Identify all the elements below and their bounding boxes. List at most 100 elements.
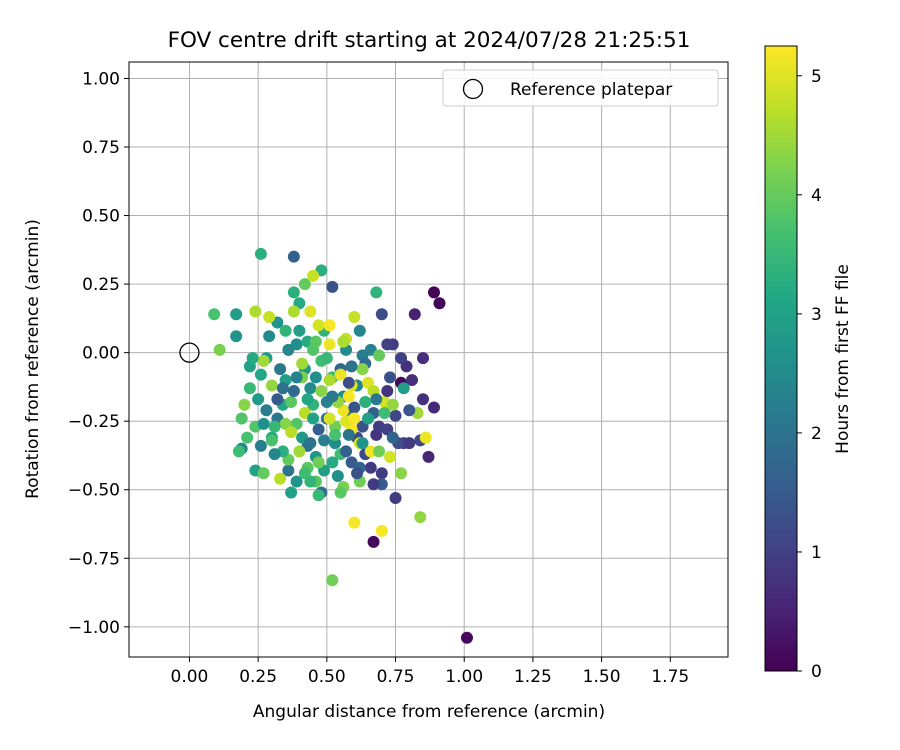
data-point	[265, 434, 278, 447]
data-point	[348, 412, 361, 425]
data-point	[375, 478, 388, 491]
data-point	[287, 286, 300, 299]
data-point	[213, 343, 226, 356]
data-point	[389, 491, 402, 504]
data-point	[389, 409, 402, 422]
data-point	[252, 393, 265, 406]
data-point	[312, 319, 325, 332]
data-point	[285, 426, 298, 439]
x-axis-label: Angular distance from reference (arcmin)	[253, 702, 605, 722]
legend: Reference platepar	[442, 69, 719, 107]
data-point	[408, 308, 421, 321]
data-point	[287, 305, 300, 318]
colorbar-label: Hours from first FF file	[833, 264, 853, 454]
data-point	[290, 475, 303, 488]
data-point	[353, 324, 366, 337]
data-point	[254, 368, 267, 381]
data-point	[342, 390, 355, 403]
data-point	[279, 324, 292, 337]
data-point	[348, 401, 361, 414]
data-point	[373, 349, 386, 362]
x-tick-label: 0.50	[308, 667, 346, 687]
data-point	[364, 445, 377, 458]
data-point	[263, 311, 276, 323]
data-point	[238, 398, 251, 411]
data-point	[406, 374, 419, 387]
x-tick-label: 1.00	[445, 667, 483, 687]
data-point	[249, 305, 262, 318]
data-point	[274, 472, 287, 485]
data-point	[257, 354, 270, 367]
x-tick-label: 0.75	[377, 667, 415, 687]
data-point	[395, 467, 408, 480]
data-point	[375, 467, 388, 480]
data-point	[298, 467, 311, 480]
data-point	[378, 406, 391, 419]
data-point	[384, 371, 397, 384]
legend-marker-open-circle	[462, 78, 484, 100]
colorbar-ticks: 0 1 2 3 4 5	[797, 67, 822, 682]
x-tick-label: 1.25	[514, 667, 552, 687]
data-point	[276, 382, 289, 395]
colorbar	[764, 45, 798, 672]
data-point	[326, 456, 339, 469]
data-point	[230, 308, 243, 321]
data-point	[362, 412, 375, 425]
data-point	[370, 286, 383, 299]
data-point	[304, 382, 317, 395]
x-tick-label: 0.00	[171, 667, 209, 687]
data-point	[367, 535, 380, 548]
data-point	[403, 404, 416, 417]
data-point	[307, 412, 320, 425]
data-point	[356, 437, 369, 450]
x-tick-label: 0.25	[239, 667, 277, 687]
plot-frame	[128, 61, 729, 658]
y-tick-label: 1.00	[82, 69, 120, 89]
reference-platepar-marker	[179, 342, 200, 363]
reference-marker	[179, 342, 200, 363]
data-point	[427, 286, 440, 299]
data-point	[329, 437, 342, 450]
legend-label: Reference platepar	[510, 80, 672, 100]
data-point	[263, 330, 276, 343]
y-tick-label: −0.75	[68, 549, 120, 569]
data-point	[364, 461, 377, 474]
colorbar-tick-label: 5	[811, 67, 822, 87]
data-point	[312, 456, 325, 469]
data-point	[414, 511, 427, 524]
data-point	[384, 450, 397, 463]
data-point	[386, 431, 399, 444]
data-point	[246, 352, 259, 365]
data-point	[298, 278, 311, 291]
data-point	[254, 247, 267, 260]
data-point	[307, 269, 320, 282]
data-point	[230, 330, 243, 343]
data-point	[285, 486, 298, 499]
data-point	[326, 574, 339, 587]
data-point	[323, 338, 336, 351]
y-tick-label: −0.25	[68, 412, 120, 432]
data-point	[326, 390, 339, 403]
data-point	[397, 382, 410, 395]
data-point	[381, 385, 394, 398]
data-point	[370, 393, 383, 406]
data-point	[422, 450, 435, 463]
data-point	[356, 363, 369, 376]
data-point	[323, 319, 336, 332]
data-point	[340, 445, 353, 458]
data-point	[348, 516, 361, 529]
data-point	[331, 470, 344, 483]
data-point	[296, 357, 309, 370]
data-point	[381, 338, 394, 351]
data-point	[309, 371, 322, 384]
colorbar-tick-label: 1	[811, 543, 822, 563]
data-point	[334, 368, 347, 381]
data-point	[312, 489, 325, 502]
data-point	[312, 423, 325, 436]
data-point	[395, 352, 408, 365]
data-point	[235, 412, 248, 425]
data-point	[342, 428, 355, 441]
data-point	[318, 434, 331, 447]
